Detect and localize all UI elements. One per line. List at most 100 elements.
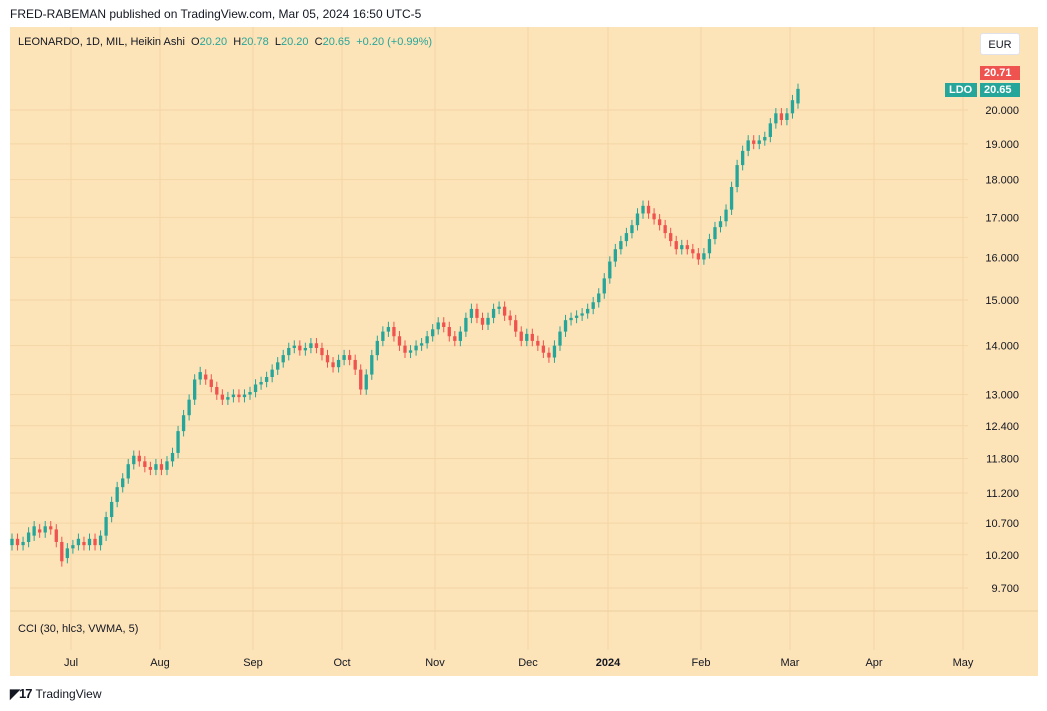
x-tick-label: Sep	[243, 657, 263, 669]
candle-body	[159, 464, 164, 470]
candle-body	[93, 538, 97, 546]
candle-body	[193, 379, 197, 400]
candle-body	[292, 345, 296, 348]
candle-body	[602, 278, 606, 294]
candle-body	[121, 478, 125, 488]
legend-low-value: 20.20	[280, 36, 309, 48]
candle-body	[76, 538, 81, 546]
y-tick-label: 12.400	[985, 421, 1019, 433]
candle-body	[270, 369, 274, 378]
x-tick-label: May	[953, 657, 974, 669]
candle-body	[408, 350, 413, 353]
candle-body	[209, 379, 213, 387]
candle-body	[746, 140, 750, 151]
y-tick-label: 13.000	[985, 390, 1019, 402]
y-tick-label: 11.200	[986, 488, 1019, 500]
candle-body	[370, 355, 374, 375]
candle-body	[635, 213, 640, 226]
candle-body	[15, 538, 20, 546]
candle-body	[763, 136, 767, 141]
candle-body	[486, 317, 490, 325]
cci-indicator-label[interactable]: CCI (30, hlc3, VWMA, 5)	[18, 623, 139, 635]
candle-body	[796, 88, 800, 104]
candle-body	[674, 241, 678, 250]
y-tick-label: 18.000	[985, 175, 1019, 187]
candle-body	[204, 374, 208, 380]
candle-body	[49, 526, 53, 530]
legend-close-value: 20.65	[322, 36, 351, 48]
candle-body	[248, 392, 252, 395]
candle-body	[325, 355, 330, 363]
candle-body	[464, 317, 468, 332]
chart-legend: LEONARDO, 1D, MIL, Heikin Ashi O20.20 H2…	[18, 36, 432, 48]
candle-body	[669, 233, 673, 242]
candle-body	[359, 369, 363, 390]
candle-body	[657, 219, 662, 226]
candle-body	[126, 464, 130, 479]
legend-low-label: L	[274, 36, 281, 48]
candle-body	[541, 345, 546, 353]
legend-open-label: O	[191, 36, 200, 48]
candle-body	[502, 306, 507, 316]
candle-body	[60, 541, 64, 562]
candle-body	[32, 526, 36, 536]
candle-body	[469, 308, 474, 318]
candle-body	[187, 399, 191, 416]
candle-body	[82, 541, 86, 546]
candle-body	[680, 245, 684, 250]
candle-body	[785, 113, 789, 120]
y-tick-label: 10.200	[985, 550, 1019, 562]
candle-body	[364, 374, 368, 390]
legend-close-label: C	[314, 36, 323, 48]
x-tick-label: Dec	[518, 657, 538, 669]
legend-change: +0.20 (+0.99%)	[356, 36, 433, 48]
candle-body	[392, 327, 396, 337]
candle-body	[303, 347, 308, 351]
price-axis[interactable]: 20.000 19.000 18.000 17.000 16.000 15.000 14.0…	[985, 105, 1019, 595]
candle-body	[735, 165, 739, 187]
candle-body	[226, 397, 230, 400]
candle-body	[215, 386, 219, 395]
last-price-tag: 20.65	[980, 83, 1020, 97]
candle-body	[514, 320, 518, 332]
candle-body	[779, 113, 784, 120]
y-tick-label: 20.000	[985, 105, 1019, 117]
candle-body	[98, 535, 103, 546]
x-tick-label: Mar	[781, 657, 800, 669]
candle-body	[436, 322, 440, 330]
candle-body	[774, 113, 778, 124]
chart-area[interactable]: 20.000 19.000 18.000 17.000 16.000 15.000 14.0…	[10, 27, 1038, 676]
price-chart[interactable]: 20.000 19.000 18.000 17.000 16.000 15.000 14.0…	[10, 27, 1038, 676]
candle-body	[597, 293, 601, 303]
candle-body	[497, 306, 501, 309]
currency-button[interactable]: EUR	[980, 33, 1020, 55]
candle-body	[713, 227, 717, 240]
candle-body	[569, 317, 573, 321]
candle-body	[641, 205, 645, 214]
candle-body	[757, 140, 761, 144]
candle-body	[563, 320, 568, 332]
candle-body	[264, 377, 269, 382]
candle-body	[619, 241, 623, 250]
grid-lines	[10, 27, 968, 650]
time-axis[interactable]: Jul Aug Sep Oct Nov Dec 2024 Feb Mar Apr May	[64, 657, 974, 669]
candle-body	[26, 532, 31, 542]
candle-body	[132, 455, 136, 465]
y-tick-label: 14.000	[985, 341, 1019, 353]
candle-body	[442, 322, 446, 328]
x-tick-label: 2024	[596, 657, 621, 669]
candle-body	[740, 150, 745, 166]
candle-body	[519, 331, 523, 341]
candle-body	[347, 355, 352, 360]
candle-body	[707, 239, 712, 254]
candle-body	[574, 315, 579, 318]
candle-body	[220, 394, 224, 400]
candle-body	[453, 336, 457, 341]
candle-body	[646, 205, 651, 214]
candle-body	[508, 315, 512, 321]
candles	[10, 83, 800, 567]
candle-body	[242, 394, 247, 398]
candle-body	[580, 313, 584, 316]
candle-body	[276, 362, 280, 370]
candle-body	[768, 123, 772, 137]
